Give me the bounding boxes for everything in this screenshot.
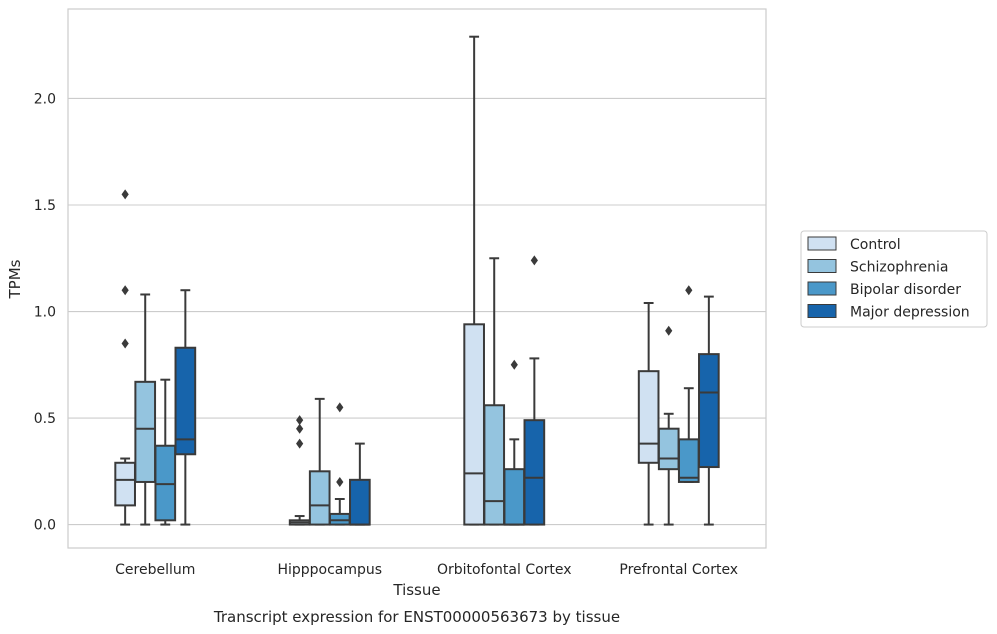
box-iqr [174,346,197,456]
outlier-point [530,255,538,266]
legend-swatch [807,304,837,318]
legend-swatch [807,236,837,251]
legend-swatch [807,259,837,273]
box-iqr [698,353,720,469]
x-tick-label: Prefrontal Cortex [619,562,738,578]
outlier-point [510,359,518,370]
outlier-point [296,415,304,426]
box-group [698,295,720,526]
box-iqr [503,468,526,526]
box-group [308,397,331,526]
box-group [483,257,506,526]
outlier-point [336,476,344,487]
box-iqr [114,461,136,507]
box-iqr [523,419,546,526]
y-tick-label: 1.5 [34,198,56,214]
box-iqr [134,380,157,483]
outlier-point [121,189,129,200]
box-group [288,415,311,526]
x-axis-label: Tissue [392,581,440,599]
legend-label: Schizophrenia [850,260,948,276]
box-group [657,325,680,526]
box-group [174,289,197,526]
outlier-point [296,438,304,449]
box-group [523,255,546,526]
plot-area-frame [67,8,767,549]
outlier-point [121,285,129,296]
box-iqr [483,404,506,526]
box-iqr [463,323,485,526]
y-tick-label: 0.5 [34,411,56,427]
x-tick-label: Cerebellum [115,562,195,578]
box-iqr [349,478,371,526]
box-iqr [657,427,680,471]
outlier-point [121,338,129,349]
chart-caption: Transcript expression for ENST0000056367… [213,608,620,626]
box-iqr [637,370,660,464]
box-group [503,359,526,526]
box-group [677,285,700,483]
box-iqr [328,512,351,526]
box-group [114,189,136,526]
outlier-point [296,423,304,434]
box-iqr [677,438,700,483]
legend-label: Major depression [850,305,970,321]
legend-swatch [807,281,837,296]
y-tick-label: 2.0 [34,91,56,107]
box-group [349,442,371,526]
x-tick-labels: Cerebellum Hipppocampus Orbitofontal Corte… [115,562,738,578]
legend-label: Bipolar disorder [850,282,961,298]
box-iqr [308,470,331,526]
box-iqr [154,444,177,522]
box-group [154,378,177,526]
outlier-point [665,325,673,336]
box-group [463,35,485,526]
y-tick-label: 1.0 [34,305,56,321]
y-tick-label: 0.0 [34,518,56,534]
legend-frame [800,230,988,328]
boxes [114,35,720,526]
box-group [134,293,157,526]
x-tick-label: Hipppocampus [277,562,382,578]
y-tick-labels: 0.0 0.5 1.0 1.5 2.0 [34,91,56,533]
legend-label: Control [850,237,901,253]
outlier-point [685,285,693,296]
legend: Control Schizophrenia Bipolar disorder Majo… [800,230,988,328]
outlier-point [336,402,344,413]
x-tick-label: Orbitofontal Cortex [437,562,572,578]
box-group [637,302,660,526]
y-axis-label: TPMs [6,259,24,299]
box-group [328,402,351,526]
